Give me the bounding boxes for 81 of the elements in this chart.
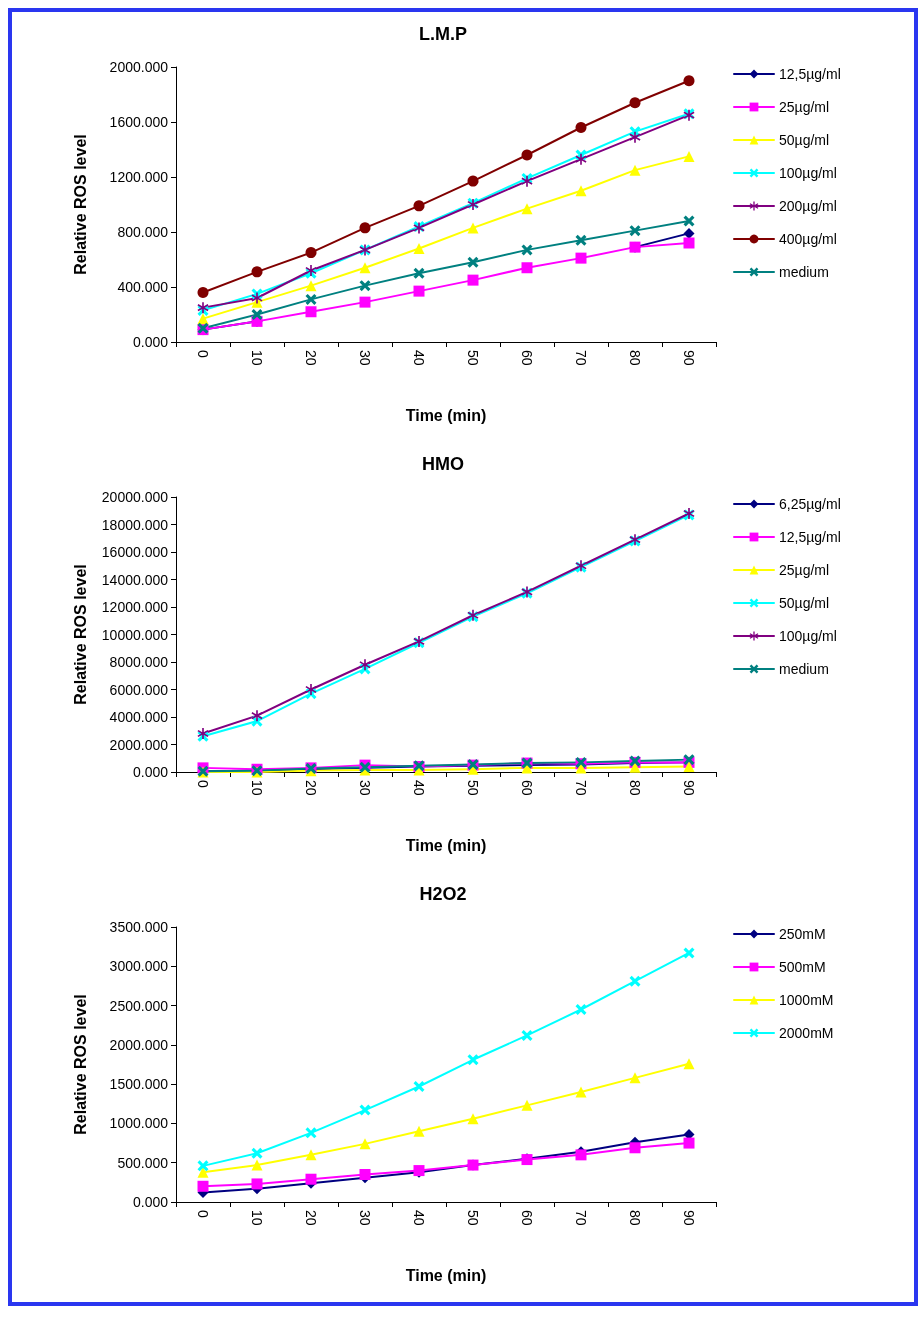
y-tick-label: 20000.000 — [101, 489, 169, 505]
y-tick-label: 800.000 — [117, 224, 169, 240]
x-tick-label: 80 — [627, 1210, 643, 1226]
x-tick-label: 10 — [249, 350, 265, 366]
y-tick-label: 0.000 — [132, 1194, 169, 1210]
x-tick-label: 40 — [411, 780, 427, 796]
x-tick-label: 70 — [573, 1210, 589, 1226]
x-tick-label: 50 — [465, 350, 481, 366]
x-tick-label: 60 — [519, 350, 535, 366]
legend-label: medium — [779, 264, 829, 280]
y-tick-label: 4000.000 — [109, 709, 169, 725]
y-tick-label: 12000.000 — [101, 599, 169, 615]
y-tick-label: 1000.000 — [109, 1115, 169, 1132]
legend-label: 1000mM — [779, 992, 834, 1008]
x-tick-label: 30 — [357, 1210, 373, 1226]
x-tick-label: 20 — [303, 1210, 319, 1226]
legend-label: 6,25µg/ml — [779, 496, 841, 512]
x-axis-title: Time (min) — [405, 1266, 487, 1284]
y-tick-label: 6000.000 — [109, 681, 169, 698]
x-tick-label: 50 — [465, 1210, 481, 1226]
y-axis-title: Relative ROS level — [71, 564, 89, 705]
y-axis-title: Relative ROS level — [71, 994, 89, 1135]
x-axis-title: Time (min) — [405, 836, 487, 854]
x-tick-label: 40 — [411, 350, 427, 366]
x-tick-label: 90 — [681, 1210, 697, 1226]
legend-label: 12,5µg/ml — [779, 66, 841, 82]
y-tick-label: 18000.000 — [101, 516, 169, 533]
legend-label: 250mM — [779, 926, 826, 942]
x-tick-label: 20 — [303, 780, 319, 796]
x-tick-label: 50 — [465, 780, 481, 796]
y-tick-label: 10000.000 — [101, 626, 169, 643]
y-axis-title: Relative ROS level — [71, 134, 89, 275]
legend-label: 400µg/ml — [779, 231, 837, 247]
y-tick-label: 2000.000 — [109, 1036, 169, 1053]
x-tick-label: 30 — [357, 350, 373, 366]
legend-label: medium — [779, 661, 829, 677]
x-tick-label: 70 — [573, 350, 589, 366]
y-tick-label: 400.000 — [117, 279, 169, 295]
x-tick-label: 20 — [303, 350, 319, 366]
x-tick-label: 80 — [627, 350, 643, 366]
legend-label: 100µg/ml — [779, 165, 837, 181]
y-tick-label: 2000.000 — [109, 59, 169, 75]
x-tick-label: 30 — [357, 780, 373, 796]
legend-label: 200µg/ml — [779, 198, 837, 214]
legend-label: 500mM — [779, 959, 826, 975]
x-tick-label: 0 — [195, 350, 211, 358]
chart-title: HMO — [422, 454, 464, 474]
x-tick-label: 0 — [195, 1210, 211, 1218]
x-tick-label: 0 — [195, 780, 211, 788]
y-tick-label: 2500.000 — [109, 997, 169, 1014]
legend-label: 25µg/ml — [779, 562, 830, 578]
y-tick-label: 0.000 — [132, 334, 169, 350]
x-tick-label: 80 — [627, 780, 643, 796]
y-tick-label: 14000.000 — [101, 571, 169, 588]
y-tick-label: 1500.000 — [109, 1076, 169, 1093]
x-tick-label: 90 — [681, 350, 697, 366]
y-tick-label: 2000.000 — [109, 736, 169, 753]
x-tick-label: 10 — [249, 1210, 265, 1226]
y-tick-label: 1600.000 — [109, 114, 169, 130]
chart-title: L.M.P — [419, 24, 467, 44]
legend-label: 2000mM — [779, 1025, 834, 1041]
y-tick-label: 500.000 — [117, 1154, 169, 1171]
y-tick-label: 0.000 — [132, 764, 169, 780]
x-tick-label: 60 — [519, 1210, 535, 1226]
x-tick-label: 40 — [411, 1210, 427, 1226]
legend-label: 25µg/ml — [779, 99, 830, 115]
y-tick-label: 8000.000 — [109, 654, 169, 670]
chart-title: H2O2 — [419, 884, 467, 904]
legend-label: 50µg/ml — [779, 132, 830, 148]
y-tick-label: 1200.000 — [109, 169, 169, 185]
legend-label: 12,5µg/ml — [779, 529, 841, 545]
x-tick-label: 70 — [573, 780, 589, 796]
y-tick-label: 3000.000 — [109, 958, 169, 975]
legend-label: 50µg/ml — [779, 595, 830, 611]
x-axis-title: Time (min) — [405, 406, 487, 424]
x-tick-label: 90 — [681, 780, 697, 796]
x-tick-label: 60 — [519, 780, 535, 796]
legend-label: 100µg/ml — [779, 628, 837, 644]
y-tick-label: 16000.000 — [101, 544, 169, 560]
y-tick-label: 3500.000 — [109, 919, 169, 935]
x-tick-label: 10 — [249, 780, 265, 796]
